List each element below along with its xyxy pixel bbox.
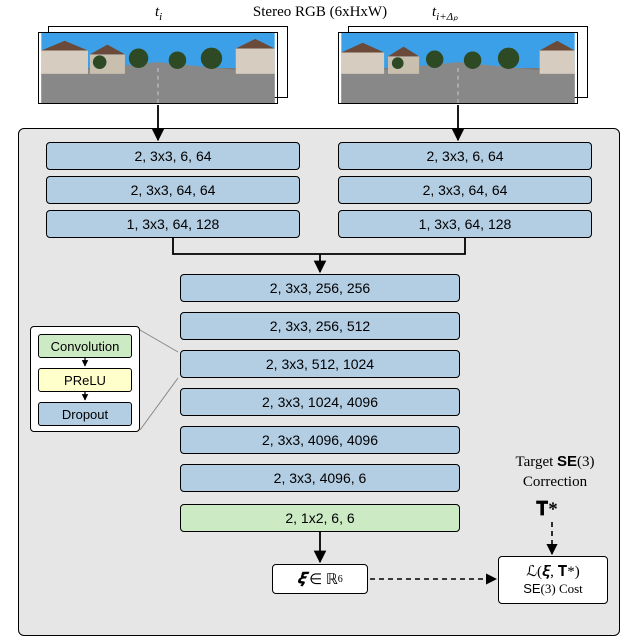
stereo-left bbox=[38, 26, 288, 106]
trunk-2: 2, 3x3, 512, 1024 bbox=[180, 350, 460, 378]
legend-dropout: Dropout bbox=[38, 402, 132, 426]
t-right-label: ti+Δₚ bbox=[432, 4, 458, 23]
branch-left-0: 2, 3x3, 6, 64 bbox=[46, 142, 300, 170]
branch-left-1: 2, 3x3, 64, 64 bbox=[46, 176, 300, 204]
xi-box: 𝝃 ∈ ℝ6 bbox=[272, 564, 368, 594]
trunk-0: 2, 3x3, 256, 256 bbox=[180, 274, 460, 302]
xi-in: ∈ ℝ bbox=[305, 570, 337, 589]
diagram-title: Stereo RGB (6xHxW) bbox=[0, 4, 640, 21]
branch-right-0: 2, 3x3, 6, 64 bbox=[338, 142, 592, 170]
loss-top: ℒ(𝝃, 𝐓*) bbox=[526, 563, 580, 581]
legend-prelu: PReLU bbox=[38, 368, 132, 392]
t-star-label: 𝐓* bbox=[536, 498, 558, 523]
t-left-label: ti bbox=[155, 4, 162, 23]
street-photo-left bbox=[39, 33, 277, 103]
trunk-3: 2, 3x3, 1024, 4096 bbox=[180, 388, 460, 416]
street-photo-right bbox=[339, 33, 577, 103]
target-line2: Correction bbox=[490, 473, 620, 493]
loss-box: ℒ(𝝃, 𝐓*) SE(3) Cost bbox=[498, 556, 608, 604]
target-label: Target SE(3) Correction bbox=[490, 452, 620, 492]
trunk-5: 2, 3x3, 4096, 6 bbox=[180, 464, 460, 492]
branch-left-2: 1, 3x3, 64, 128 bbox=[46, 210, 300, 238]
branch-right-1: 2, 3x3, 64, 64 bbox=[338, 176, 592, 204]
loss-bottom: SE(3) Cost bbox=[523, 581, 583, 597]
trunk-1: 2, 3x3, 256, 512 bbox=[180, 312, 460, 340]
branch-right-2: 1, 3x3, 64, 128 bbox=[338, 210, 592, 238]
xi-text: 𝝃 bbox=[297, 570, 305, 588]
network-diagram: Stereo RGB (6xHxW) ti ti+Δₚ bbox=[0, 0, 640, 644]
final-layer: 2, 1x2, 6, 6 bbox=[180, 504, 460, 532]
trunk-4: 2, 3x3, 4096, 4096 bbox=[180, 426, 460, 454]
stereo-right bbox=[338, 26, 588, 106]
target-line1: Target SE(3) bbox=[490, 452, 620, 473]
legend-conv: Convolution bbox=[38, 334, 132, 358]
